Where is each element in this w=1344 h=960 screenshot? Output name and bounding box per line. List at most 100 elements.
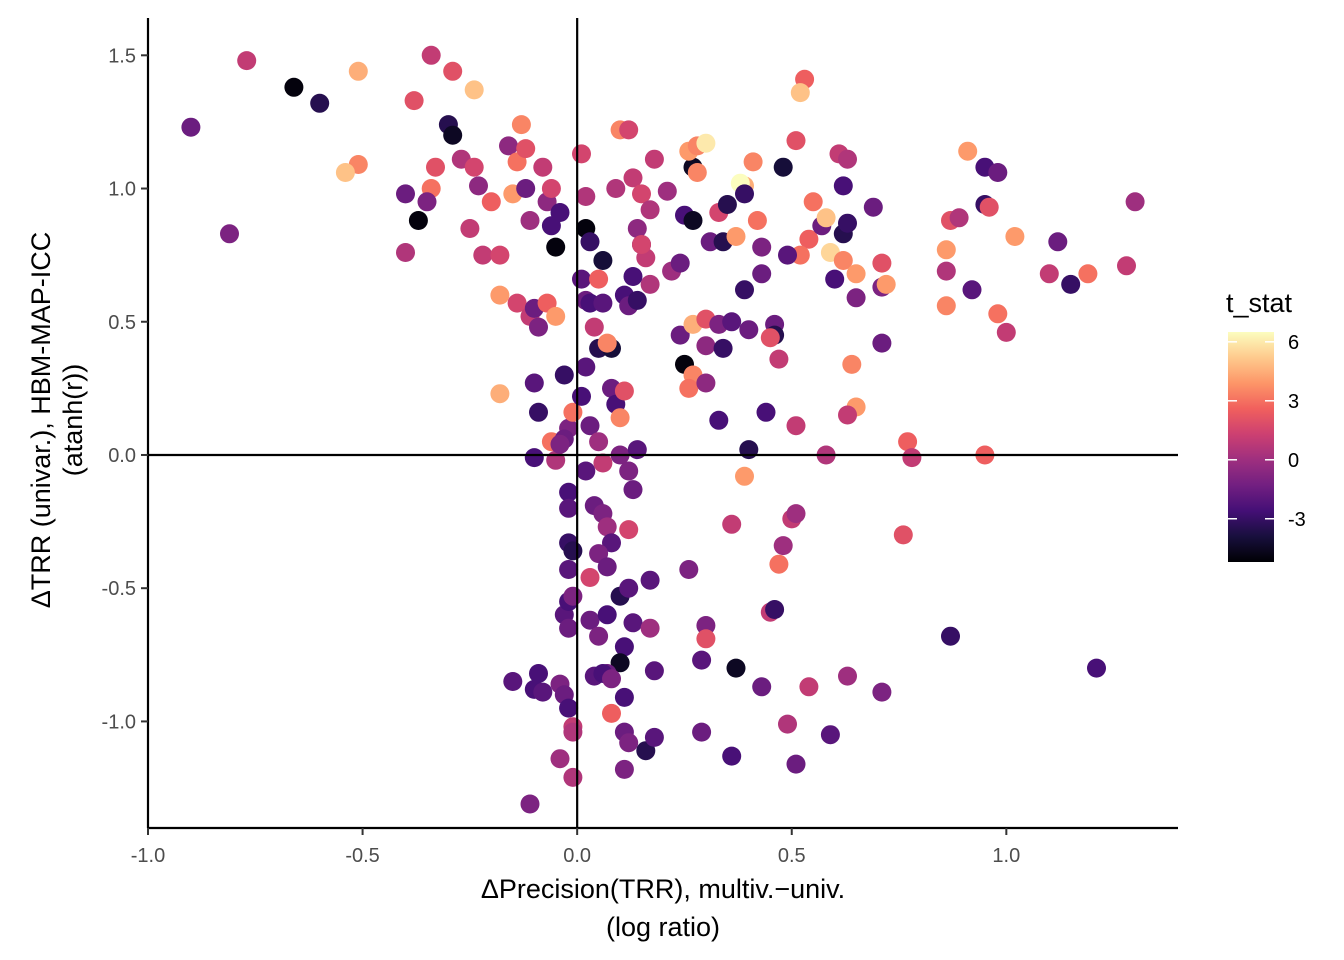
scatter-point (602, 703, 621, 723)
scatter-point (838, 405, 857, 425)
scatter-point (593, 453, 613, 473)
scatter-point (773, 157, 793, 177)
scatter-point (572, 269, 591, 289)
scatter-point (593, 251, 613, 270)
scatter-point (408, 211, 428, 230)
scatter-point (559, 618, 579, 638)
scatter-point (610, 653, 630, 673)
scatter-point (949, 208, 969, 228)
scatter-point (696, 616, 716, 635)
scatter-point (237, 51, 257, 71)
scatter-point (988, 163, 1008, 182)
scatter-point (696, 336, 716, 356)
scatter-point (752, 677, 772, 697)
scatter-point (825, 269, 845, 289)
scatter-point (507, 293, 527, 313)
y-tick-label: -0.5 (102, 578, 136, 600)
scatter-point (644, 661, 664, 681)
legend-tick-label: 3 (1288, 391, 1299, 413)
scatter-point (988, 304, 1008, 324)
scatter-point (524, 373, 544, 393)
scatter-point (546, 237, 566, 257)
scatter-point (640, 618, 660, 638)
scatter-point (1061, 274, 1081, 294)
scatter-point (1117, 256, 1136, 276)
scatter-point (670, 325, 690, 345)
y-tick-label: 0.0 (108, 445, 136, 467)
scatter-point (550, 434, 570, 454)
scatter-point (644, 149, 664, 169)
scatter-point (503, 672, 523, 691)
scatter-point (726, 227, 746, 246)
scatter-point (576, 461, 596, 481)
scatter-point (786, 416, 806, 436)
scatter-point (529, 664, 548, 683)
scatter-point (335, 163, 355, 182)
scatter-point (580, 568, 600, 587)
scatter-point (962, 280, 982, 300)
scatter-point (640, 570, 660, 590)
scatter-point (838, 149, 857, 169)
scatter-point (979, 197, 999, 217)
scatter-point (1087, 658, 1106, 678)
scatter-point (790, 83, 810, 103)
scatter-point (529, 402, 548, 422)
scatter-point (404, 91, 424, 111)
scatter-point (778, 714, 797, 734)
scatter-point (717, 195, 737, 214)
scatter-point (481, 192, 501, 212)
legend-tick-label: 6 (1288, 332, 1299, 354)
scatter-point (580, 416, 600, 436)
scatter-point (520, 211, 540, 230)
scatter-point (898, 432, 918, 452)
scatter-point (572, 144, 591, 164)
scatter-point (580, 232, 600, 252)
scatter-point (533, 157, 553, 177)
scatter-point (464, 157, 484, 177)
scatter-point (516, 179, 536, 198)
scatter-point (619, 461, 639, 481)
scatter-point (872, 682, 892, 702)
legend: t_stat 6 3 0 -3 (1226, 288, 1306, 562)
scatter-point (597, 605, 617, 625)
scatter-point (640, 274, 660, 294)
scatter-point (846, 264, 866, 284)
scatter-point (696, 133, 716, 153)
scatter-point (679, 378, 699, 398)
scatter-point (803, 192, 823, 212)
scatter-point (593, 293, 613, 313)
legend-ticks: 6 3 0 -3 (1228, 332, 1306, 531)
legend-colorbar (1228, 332, 1274, 562)
scatter-point (572, 386, 591, 406)
scatter-point (627, 219, 647, 238)
scatter-point (820, 725, 840, 745)
scatter-point (786, 754, 806, 774)
scatter-point (310, 93, 330, 113)
scatter-point (752, 264, 772, 284)
scatter-point (619, 578, 639, 598)
scatter-point (550, 203, 570, 222)
y-tick-label: 1.5 (108, 45, 136, 67)
scatter-point (623, 480, 643, 500)
scatter-point (726, 658, 746, 678)
scatter-point (541, 179, 561, 198)
scatter-point (614, 759, 634, 779)
y-tick-label: 1.0 (108, 179, 136, 201)
x-tick-label: 0.5 (778, 845, 806, 867)
scatter-point (181, 117, 201, 137)
scatter-point (769, 554, 789, 574)
scatter-point (348, 61, 368, 81)
x-tick-label: 1.0 (992, 845, 1020, 867)
scatter-point (739, 440, 759, 460)
scatter-point (958, 141, 978, 161)
scatter-point (936, 261, 956, 281)
scatter-point (838, 666, 857, 686)
scatter-point (936, 296, 956, 316)
scatter-point (632, 235, 651, 254)
scatter-point (559, 498, 579, 518)
scatter-point (546, 306, 566, 326)
scatter-point (589, 626, 609, 646)
scatter-point (606, 179, 626, 198)
scatter-point (1039, 264, 1059, 284)
scatter-point (773, 536, 793, 556)
